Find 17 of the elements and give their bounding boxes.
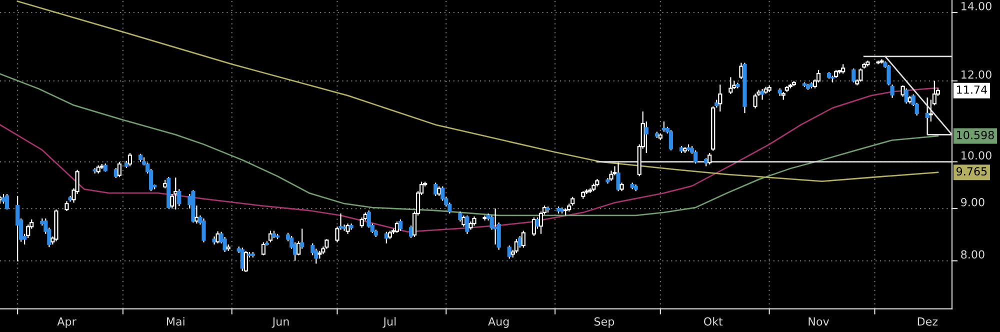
y-tick-label: 9.00 [961,198,984,206]
x-tick-label: Dez [918,317,938,326]
x-tick-label: Mai [166,317,184,326]
annotation: 11.74 [957,86,987,94]
x-tick-label: Okt [704,317,723,326]
x-tick-label: Aug [488,317,509,328]
x-tick-label: Jun [272,317,289,328]
x-tick-label: Nov [808,317,830,326]
y-tick-label: 12.00 [962,70,992,79]
x-tick-label: Jul [382,317,396,328]
x-tick-label: Sep [594,317,614,328]
y-tick-label: 8.00 [961,250,984,259]
y-tick-label: 14.00 [962,2,992,10]
x-tick-label: Apr [57,317,76,328]
y-tick-label: 10.00 [962,151,992,160]
annotation: 10.598 [957,130,994,140]
annotation: 9.765 [956,167,987,176]
